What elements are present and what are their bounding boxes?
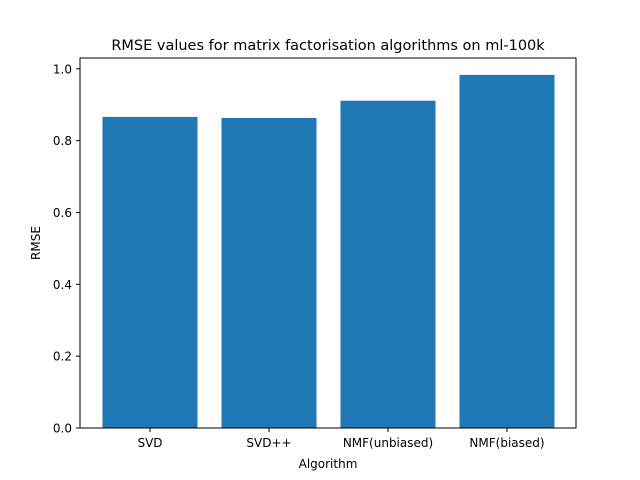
chart-title: RMSE values for matrix factorisation alg… [111,38,545,54]
bar-svd [102,116,198,428]
y-tick-label: 0.0 [53,422,72,436]
y-tick-label: 1.0 [53,62,72,76]
plot-frame [79,57,577,429]
y-axis: 0.0 0.2 0.4 0.6 0.8 1.0 [53,62,80,436]
x-tick-label: NMF(biased) [469,436,544,450]
x-axis: SVD SVD++ NMF(unbiased) NMF(biased) [137,428,545,450]
bars-layer [102,74,555,429]
y-tick-label: 0.6 [53,206,72,220]
bar-nmf-biased [459,74,555,428]
x-tick-label: SVD++ [246,436,291,450]
bar-nmf-unbiased [340,100,436,428]
x-axis-label: Algorithm [299,457,358,471]
y-axis-label: RMSE [29,226,43,260]
x-tick-label: SVD [137,436,162,450]
y-tick-label: 0.8 [53,134,72,148]
x-tick-label: NMF(unbiased) [343,436,433,450]
y-tick-label: 0.2 [53,350,72,364]
y-tick-label: 0.4 [53,278,72,292]
bar-svd [221,117,317,429]
